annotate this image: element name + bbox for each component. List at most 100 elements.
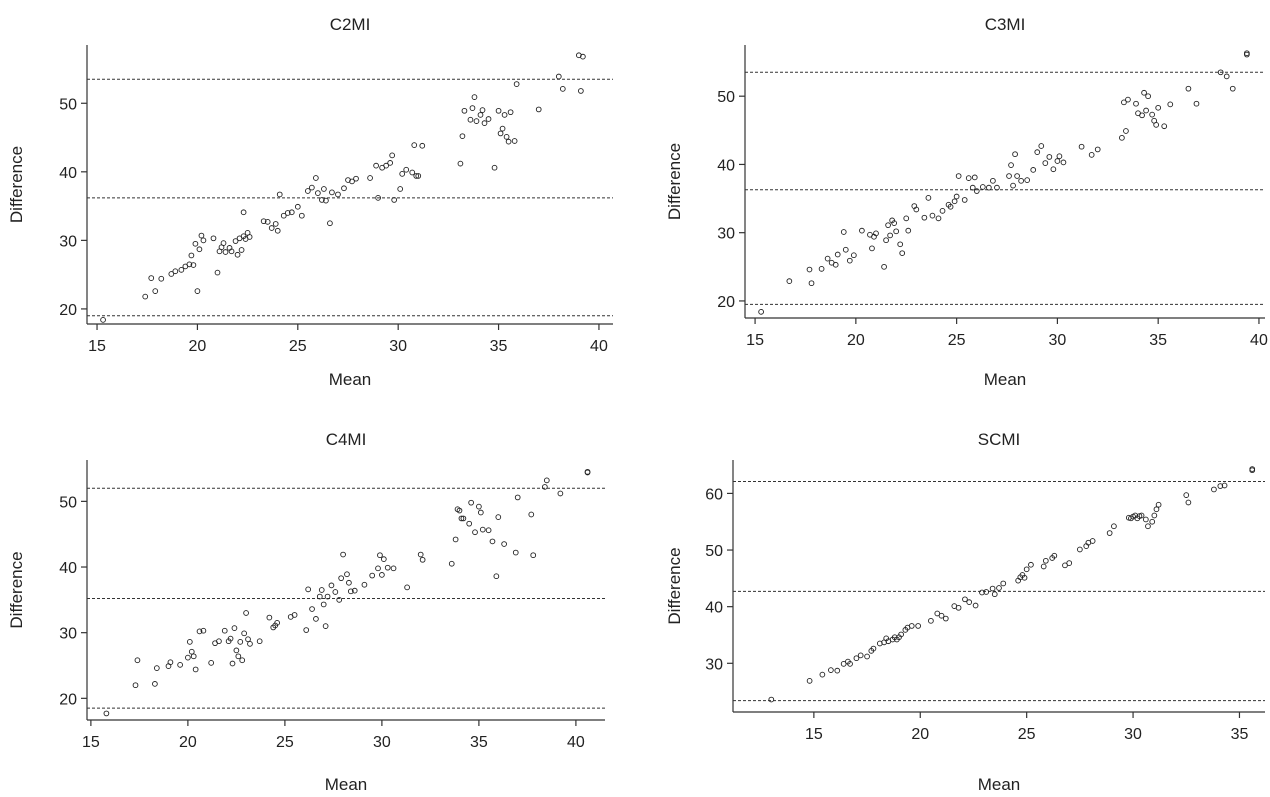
data-point [512,549,519,556]
x-tick-label: 25 [1018,726,1036,743]
data-point [321,186,327,192]
data-point [1217,483,1224,489]
y-tick-label: 20 [59,691,77,708]
data-point [220,240,227,246]
y-tick-label: 30 [705,656,723,673]
data-point [471,94,478,100]
data-point [340,551,346,558]
data-point [1050,166,1057,173]
data-point [231,625,238,631]
data-point [1229,85,1236,92]
data-point [1155,501,1162,508]
data-point [200,237,207,244]
data-point [481,120,488,126]
data-point [973,188,980,194]
data-point [897,241,904,248]
x-tick-label: 30 [1049,332,1067,349]
data-point [413,173,420,179]
data-point [955,173,962,179]
data-point [198,232,205,239]
data-point [1024,177,1031,183]
data-point [335,191,341,198]
data-point [497,130,504,137]
data-point [237,639,244,645]
data-point [495,107,502,114]
data-point [379,572,385,578]
data-point [344,571,350,578]
data-point [417,551,424,558]
data-point [559,86,566,92]
data-point [1078,143,1085,150]
data-point [458,515,465,522]
data-point [167,659,174,666]
data-point [383,162,389,169]
data-point [264,219,271,225]
data-point [245,636,251,643]
data-point [319,197,325,203]
y-tick-label: 40 [59,165,77,182]
data-point [452,536,459,543]
data-point [266,614,273,621]
data-point [1028,561,1034,568]
data-point [303,627,310,633]
x-axis-label: Mean [978,775,1021,794]
data-point [318,587,325,593]
data-point [1249,466,1256,472]
data-point [172,268,179,275]
x-tick-label: 35 [470,734,488,751]
data-point [828,667,834,673]
data-point [397,186,404,192]
x-tick-label: 15 [805,726,823,743]
data-point [1141,89,1147,96]
data-point [315,190,321,196]
data-point [232,238,239,244]
data-point [887,232,893,239]
data-point [448,560,455,567]
data-point [580,53,586,60]
data-point [1021,574,1028,581]
data-point [1042,160,1049,166]
data-point [190,262,197,268]
x-tick-label: 35 [1231,726,1249,743]
data-point [409,169,416,176]
data-point [200,627,207,634]
data-point [227,635,234,642]
x-axis-label: Mean [325,775,368,794]
data-point [291,612,298,618]
y-axis-label: Difference [7,551,26,628]
data-point [555,73,562,80]
data-point [246,234,253,240]
data-point [1153,506,1160,513]
data-point [808,280,815,287]
data-point [1062,562,1068,569]
data-point [375,565,381,572]
data-point [152,681,158,687]
data-point [893,228,900,235]
data-point [934,610,941,617]
data-point [348,588,354,595]
data-point [1012,151,1018,158]
data-point [996,585,1002,591]
data-point [338,575,344,582]
data-point [951,198,958,205]
data-point [148,275,155,281]
data-point [332,589,339,595]
data-point [329,189,335,196]
data-point [274,227,281,234]
data-point [935,215,942,222]
data-point [351,587,358,594]
data-point [1183,492,1190,498]
data-point [322,623,329,629]
data-point [979,589,985,596]
data-point [1143,107,1149,114]
y-axis-label: Difference [665,143,684,220]
data-point [1149,111,1155,118]
data-point [818,266,825,272]
data-point [1008,162,1014,168]
data-point [477,509,484,516]
data-point [1051,552,1058,559]
data-point [1014,173,1020,179]
data-point [485,116,492,122]
panel-scmi: SCMI 15 20 25 30 35 30 40 50 60 Mean Difference [665,430,1265,794]
